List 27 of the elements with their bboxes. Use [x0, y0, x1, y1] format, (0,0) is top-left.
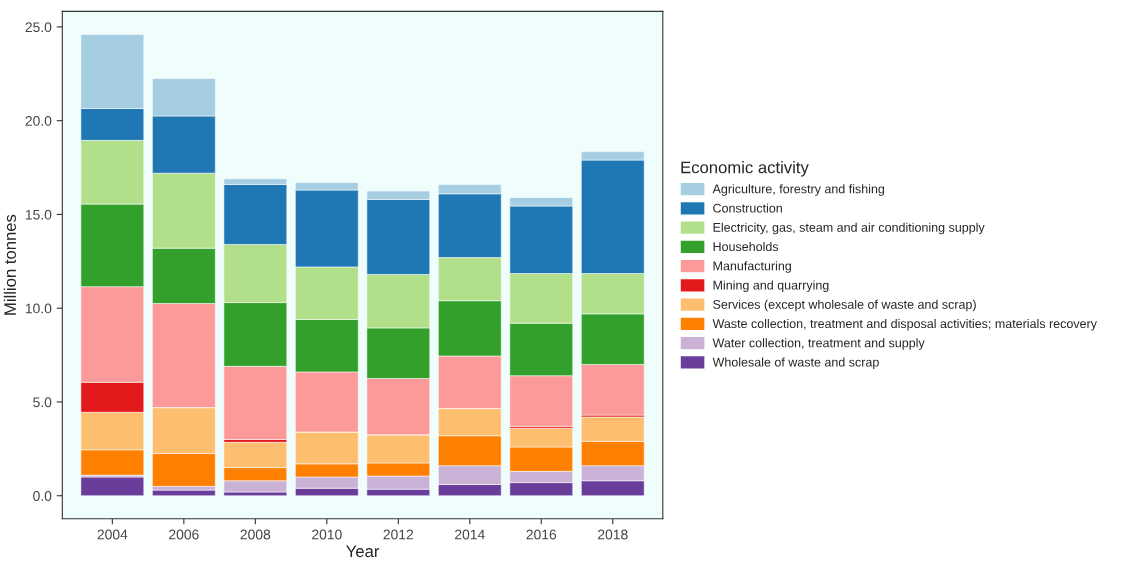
- y-tick-label: 15.0: [25, 209, 52, 220]
- legend-label: Construction: [713, 203, 782, 213]
- legend-label: Agriculture, forestry and fishing: [712, 184, 885, 196]
- legend-label: Mining and quarrying: [713, 280, 829, 293]
- y-tick-label: 5.0: [33, 397, 52, 408]
- legend-label: Services (except wholesale of waste and scrap): [713, 299, 976, 312]
- x-tick-label: 2010: [312, 529, 342, 540]
- x-tick-label: 2014: [455, 529, 485, 540]
- x-tick-label: 2016: [526, 529, 557, 540]
- x-tick-label: 2018: [598, 529, 628, 540]
- legend-label: Waste collection, treatment and disposal activities; materials recovery: [712, 318, 1097, 331]
- y-tick-label: 0.0: [33, 491, 52, 501]
- y-axis-title: Million tonnes: [3, 214, 17, 315]
- y-tick-label: 10.0: [25, 303, 52, 314]
- legend-label: Electricity, gas, steam and air conditioning supply: [713, 222, 985, 235]
- legend-label: Wholesale of waste and scrap: [712, 357, 879, 370]
- x-tick-label: 2012: [383, 529, 414, 540]
- x-tick-label: 2008: [240, 529, 271, 540]
- x-axis-title: Year: [346, 545, 380, 558]
- legend-title: Economic activity: [681, 161, 809, 177]
- legend-label: Manufacturing: [713, 261, 791, 273]
- legend-label: Households: [713, 241, 779, 252]
- x-tick-label: 2006: [169, 529, 199, 540]
- legend-label: Water collection, treatment and supply: [712, 338, 925, 350]
- y-tick-label: 25.0: [25, 22, 52, 33]
- x-tick-label: 2004: [97, 529, 128, 540]
- y-tick-label: 20.0: [25, 116, 52, 126]
